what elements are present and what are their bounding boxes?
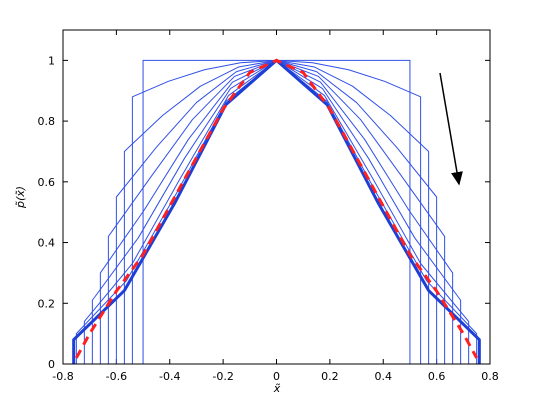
y-tick-label: 0 bbox=[48, 358, 55, 371]
plot-area: -0.8 -0.6 -0.4 -0.2 0 0.2 0.4 0.6 0.8 0 0.2 0.4 0.6 0… bbox=[38, 29, 499, 383]
y-tick-label: 0.4 bbox=[38, 237, 56, 250]
arrow bbox=[439, 72, 463, 186]
x-tick-label: 0.6 bbox=[428, 370, 446, 383]
y-tick-label: 0.2 bbox=[38, 297, 56, 310]
x-tick-label: -0.2 bbox=[212, 370, 233, 383]
x-tick-label: -0.4 bbox=[159, 370, 180, 383]
x-tick-label: 0 bbox=[273, 370, 280, 383]
x-axis-label: x̃ bbox=[273, 382, 281, 395]
y-tick-label: 1 bbox=[48, 54, 55, 67]
x-tick-label: -0.6 bbox=[106, 370, 127, 383]
x-tick-label: -0.8 bbox=[52, 370, 73, 383]
x-tick-label: 0.8 bbox=[481, 370, 499, 383]
x-tick-label: 0.2 bbox=[321, 370, 339, 383]
axes-box bbox=[63, 30, 490, 364]
y-tick-label: 0.8 bbox=[38, 115, 56, 128]
axes-frame bbox=[62, 29, 491, 365]
y-tick-label: 0.6 bbox=[38, 176, 56, 189]
y-axis-label: p̃(x̃) bbox=[14, 186, 27, 209]
line bbox=[75, 58, 478, 359]
x-tick-label: 0.4 bbox=[375, 370, 393, 383]
